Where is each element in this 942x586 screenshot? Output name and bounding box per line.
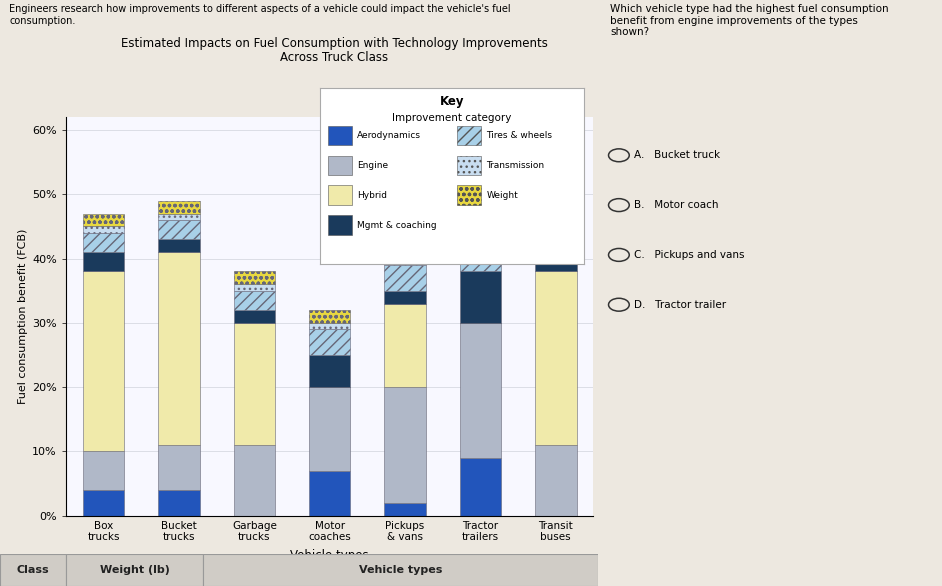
X-axis label: Vehicle types: Vehicle types [290,549,369,562]
Bar [234,323,275,445]
Text: Estimated Impacts on Fuel Consumption with Technology Improvements: Estimated Impacts on Fuel Consumption wi… [121,37,548,50]
Text: Transmission: Transmission [486,161,544,170]
Bar [460,458,501,516]
Bar [458,125,481,145]
Bar [384,252,426,265]
Bar [234,291,275,310]
Text: Vehicle types: Vehicle types [359,565,443,575]
Bar [309,323,350,329]
Bar [66,554,203,586]
Bar [460,214,501,220]
Bar [309,355,350,387]
Bar [384,387,426,503]
Text: A.   Bucket truck: A. Bucket truck [634,150,720,161]
Bar [83,233,124,252]
Bar [203,554,598,586]
Bar [458,155,481,175]
Bar [234,310,275,323]
Bar [384,291,426,304]
Bar [158,445,200,490]
Text: Engineers research how improvements to different aspects of a vehicle could impa: Engineers research how improvements to d… [9,4,512,14]
Bar [83,252,124,271]
Bar [0,554,66,586]
Bar [83,451,124,490]
Text: Tires & wheels: Tires & wheels [486,131,552,140]
Bar [535,271,577,445]
Bar [309,471,350,516]
Y-axis label: Fuel consumption benefit (FCB): Fuel consumption benefit (FCB) [18,229,28,404]
Bar [328,185,352,205]
Text: Class: Class [17,565,49,575]
Bar [309,387,350,471]
Bar [535,233,577,239]
Bar [158,201,200,214]
Text: Across Truck Class: Across Truck Class [281,52,388,64]
Text: Mgmt & coaching: Mgmt & coaching [357,220,437,230]
Bar [535,220,577,233]
Bar [460,220,501,271]
Bar [83,490,124,516]
Bar [458,185,481,205]
Bar [83,271,124,451]
Bar [83,226,124,233]
Bar [158,220,200,239]
Text: Improvement category: Improvement category [393,113,512,122]
Text: Weight (lb): Weight (lb) [100,565,170,575]
Bar [234,284,275,291]
Text: Key: Key [440,95,464,108]
Text: D.   Tractor trailer: D. Tractor trailer [634,299,726,310]
Bar [328,215,352,234]
Bar [460,271,501,323]
Bar [158,490,200,516]
Bar [328,155,352,175]
Bar [460,323,501,458]
Bar [158,214,200,220]
Text: B.   Motor coach: B. Motor coach [634,200,719,210]
Text: C.   Pickups and vans: C. Pickups and vans [634,250,744,260]
Bar [234,445,275,516]
Bar [535,239,577,258]
Text: Weight: Weight [486,190,518,200]
Bar [460,201,501,214]
Bar [234,271,275,284]
Bar [535,258,577,271]
Bar [384,239,426,252]
Text: Which vehicle type had the highest fuel consumption
benefit from engine improvem: Which vehicle type had the highest fuel … [610,4,889,38]
Text: Engine: Engine [357,161,388,170]
Bar [384,265,426,291]
Bar [328,125,352,145]
Bar [384,503,426,516]
Bar [309,329,350,355]
Text: Hybrid: Hybrid [357,190,387,200]
Text: consumption.: consumption. [9,16,75,26]
Bar [384,304,426,387]
Bar [158,239,200,252]
Bar [158,252,200,445]
Bar [83,214,124,226]
Bar [535,445,577,516]
Bar [309,310,350,323]
Text: Aerodynamics: Aerodynamics [357,131,421,140]
